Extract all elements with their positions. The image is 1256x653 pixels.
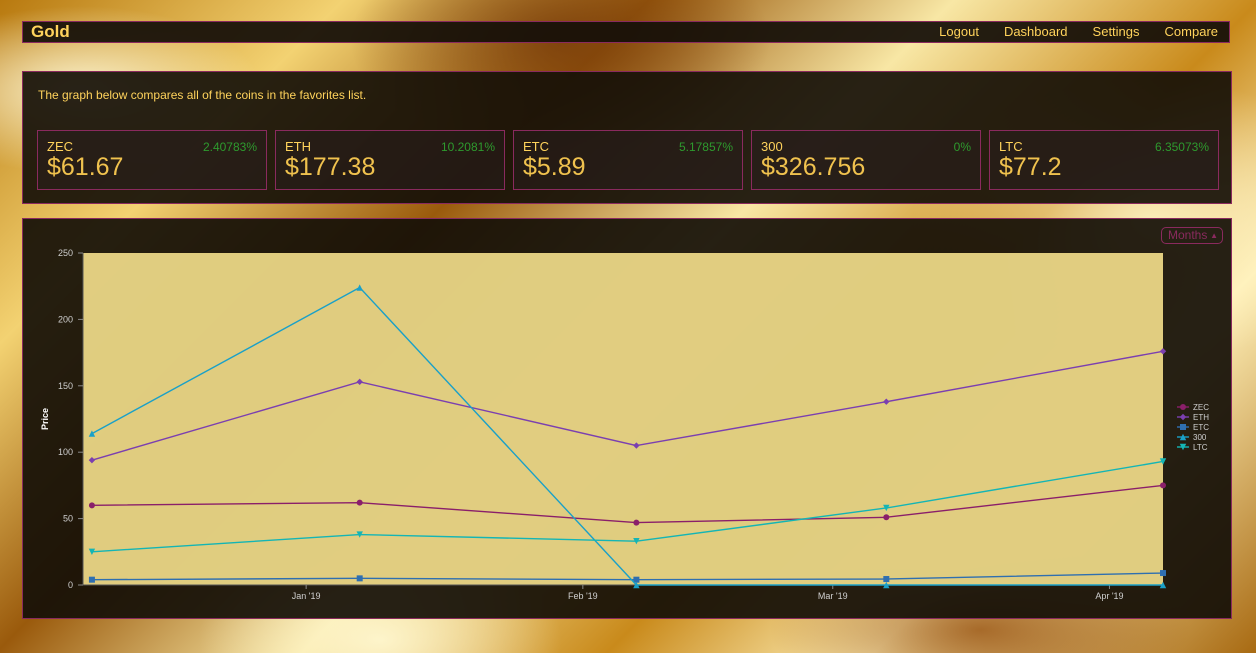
select-caret-icon: ▲ — [1210, 231, 1218, 240]
brand-logo[interactable]: Gold — [31, 22, 70, 41]
coin-symbol: ETC — [523, 139, 549, 154]
nav-settings-link[interactable]: Settings — [1092, 24, 1140, 39]
legend-label-eth: ETH — [1193, 413, 1209, 422]
legend-marker-ltc — [1179, 443, 1187, 451]
point-ltc — [1159, 458, 1167, 465]
coin-tile-300[interactable]: 300 0% $326.756 — [751, 130, 981, 190]
x-tick-label: Feb '19 — [568, 591, 598, 601]
chart-panel: 0 50 100 150 200 250 Jan '19 Feb '19 Mar '19 Apr … — [22, 218, 1232, 619]
point-etc — [88, 576, 95, 583]
legend-label-etc: ETC — [1193, 423, 1209, 432]
point-etc — [883, 576, 890, 583]
x-tick-label: Jan '19 — [292, 591, 321, 601]
point-zec — [88, 502, 95, 509]
coin-change: 5.17857% — [678, 140, 733, 154]
favorites-panel: The graph below compares all of the coin… — [22, 71, 1232, 204]
x-tick-label: Mar '19 — [818, 591, 848, 601]
legend-label-zec: ZEC — [1193, 403, 1209, 412]
nav-dashboard-link[interactable]: Dashboard — [1003, 24, 1068, 39]
price-chart: 0 50 100 150 200 250 Jan '19 Feb '19 Mar '19 Apr … — [40, 248, 1209, 601]
legend-label-300: 300 — [1193, 433, 1207, 442]
point-etc — [356, 575, 363, 582]
point-300 — [88, 430, 96, 437]
point-eth — [633, 442, 640, 449]
legend-marker-etc — [1180, 424, 1186, 430]
coin-symbol: 300 — [761, 139, 783, 154]
point-ltc — [88, 548, 96, 555]
coin-price: $5.89 — [523, 153, 586, 181]
nav-links: Logout Dashboard Settings Compare — [939, 22, 1218, 42]
point-ltc — [633, 537, 640, 545]
coin-symbol: ZEC — [47, 139, 73, 154]
coin-change: 10.2081% — [440, 140, 495, 154]
legend-marker-eth — [1179, 413, 1187, 421]
point-ltc — [356, 531, 363, 538]
point-etc — [633, 576, 640, 583]
point-ltc — [883, 504, 890, 512]
point-300 — [1159, 581, 1167, 589]
coin-tile-etc[interactable]: ETC 5.17857% $5.89 — [513, 130, 743, 190]
x-tick-label: Apr '19 — [1095, 591, 1123, 601]
y-axis-label: Price — [40, 408, 50, 430]
point-eth — [883, 398, 890, 405]
plot-area — [83, 253, 1163, 585]
point-zec — [883, 514, 890, 521]
coin-change: 0% — [953, 140, 971, 154]
top-navbar: Gold Logout Dashboard Settings Compare — [22, 21, 1230, 43]
y-tick-label: 250 — [58, 248, 73, 258]
point-300 — [883, 581, 890, 589]
y-tick-label: 200 — [58, 314, 73, 324]
y-tick-label: 0 — [68, 580, 73, 590]
legend-label-ltc: LTC — [1193, 443, 1208, 452]
legend-marker-300 — [1179, 433, 1187, 441]
coin-change: 6.35073% — [1154, 140, 1209, 154]
coin-tile-eth[interactable]: ETH 10.2081% $177.38 — [275, 130, 505, 190]
coin-symbol: LTC — [999, 139, 1023, 154]
legend-marker-zec — [1180, 404, 1186, 410]
coin-price: $177.38 — [285, 153, 376, 181]
range-select-value: Months — [1168, 228, 1208, 242]
coin-tile-zec[interactable]: ZEC 2.40783% $61.67 — [37, 130, 267, 190]
point-etc — [1160, 570, 1166, 577]
coin-symbol: ETH — [285, 139, 311, 154]
range-select[interactable]: Months ▲ — [1161, 227, 1223, 244]
intro-text: The graph below compares all of the coin… — [38, 88, 367, 102]
coin-price: $61.67 — [47, 153, 124, 181]
point-zec — [356, 499, 363, 506]
y-tick-label: 150 — [58, 381, 73, 391]
point-300 — [356, 284, 363, 291]
point-eth — [356, 378, 363, 386]
y-tick-label: 100 — [58, 447, 73, 457]
coin-price: $77.2 — [999, 153, 1062, 181]
coin-tile-ltc[interactable]: LTC 6.35073% $77.2 — [989, 130, 1219, 190]
y-tick-label: 50 — [63, 514, 73, 524]
point-300 — [633, 581, 640, 589]
coin-price: $326.756 — [761, 153, 866, 181]
nav-compare-link[interactable]: Compare — [1164, 24, 1218, 39]
nav-logout-link[interactable]: Logout — [939, 24, 979, 39]
point-zec — [1160, 482, 1166, 489]
point-zec — [633, 519, 640, 526]
coin-change: 2.40783% — [202, 140, 257, 154]
